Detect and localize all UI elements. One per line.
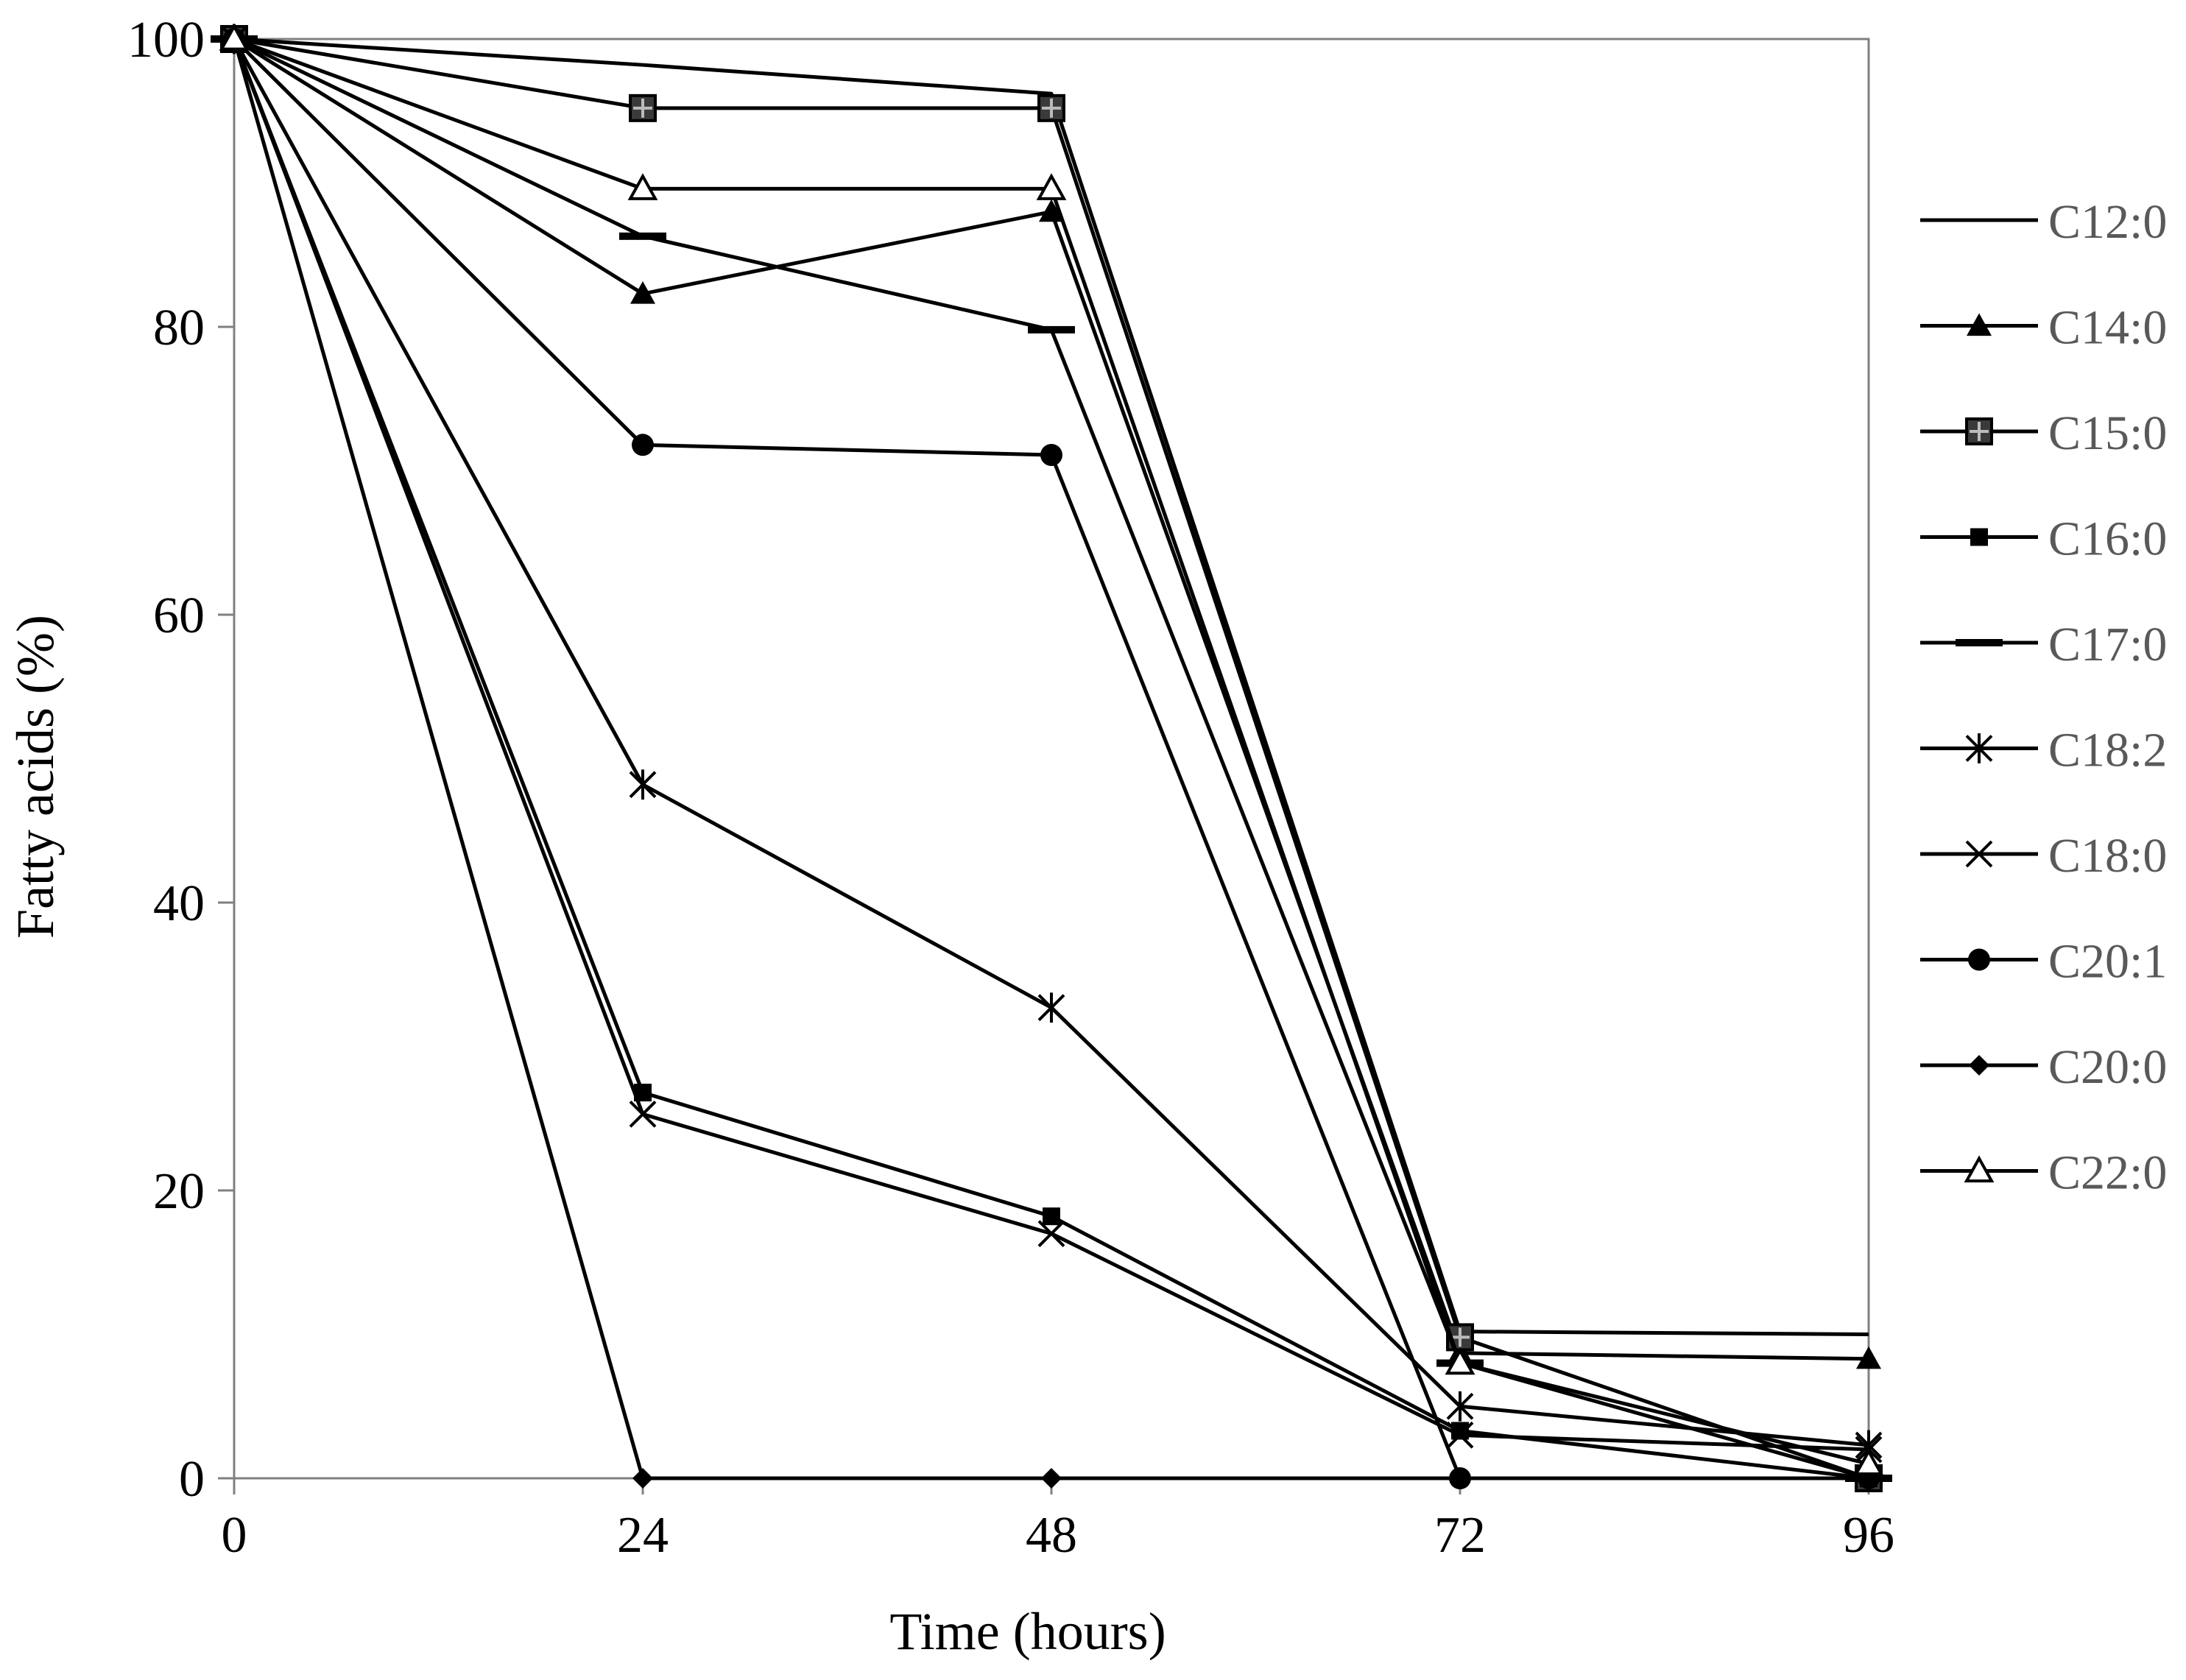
series-line [232, 38, 1869, 1452]
series-line [233, 37, 1869, 1361]
legend-label: C16:0 [2048, 512, 2167, 566]
y-tick-label: 100 [127, 12, 205, 68]
series-C18-0 [220, 25, 1883, 1464]
legend-label: C12:0 [2048, 195, 2167, 249]
legend-item: C22:0 [1920, 1146, 2167, 1200]
series-C12-0 [233, 37, 1869, 1336]
series-line [233, 38, 1869, 1480]
marker-star [1965, 733, 1993, 763]
legend-item: C15:0 [1920, 406, 2167, 460]
legend-item: C18:2 [1920, 724, 2167, 777]
y-tick-label: 0 [179, 1451, 205, 1508]
data-point [1037, 1220, 1065, 1248]
data-point [1039, 199, 1064, 222]
series-C22-0 [219, 23, 1884, 1476]
series-line [232, 38, 1869, 1480]
x-tick-label: 48 [1026, 1507, 1077, 1564]
data-point [1043, 1207, 1060, 1226]
x-tick-label: 24 [617, 1507, 669, 1564]
marker-circle-filled [1968, 948, 1990, 971]
axes: 0 20 40 60 80 100 0 24 48 72 96 [127, 12, 1894, 1564]
series-line [233, 37, 1869, 1480]
series-C14-0 [222, 27, 1881, 1369]
data-point [629, 769, 657, 800]
data-point [1853, 1448, 1884, 1476]
marker-square-cross [1965, 417, 1993, 445]
marker-triangle-filled [1967, 313, 1992, 336]
legend-label: C14:0 [2048, 301, 2167, 355]
series-C15-0 [220, 25, 1883, 1492]
data-point [1037, 992, 1065, 1023]
legend-label: C18:0 [2048, 829, 2167, 883]
y-tick-label: 20 [153, 1163, 205, 1220]
x-tick-label: 0 [222, 1507, 247, 1564]
data-point [1450, 1468, 1470, 1489]
series-C17-0 [211, 35, 1892, 1482]
data-point [629, 93, 657, 122]
data-point [632, 434, 654, 456]
marker-triangle-open [1964, 1155, 1995, 1183]
data-point [1028, 325, 1075, 333]
series-line [233, 37, 1869, 1336]
data-point [1445, 1347, 1475, 1375]
data-point [1446, 1421, 1474, 1449]
legend-label: C15:0 [2048, 406, 2167, 460]
data-point [1856, 1346, 1881, 1369]
marker-x [1965, 840, 1993, 868]
legend-item: C18:0 [1920, 829, 2167, 883]
y-axis-title: Fatty acids (%) [6, 615, 65, 939]
legend-item: C12:0 [1920, 195, 2167, 249]
plot-border [233, 38, 1870, 1480]
legend-label: C17:0 [2048, 618, 2167, 671]
legend-item: C14:0 [1920, 301, 2167, 355]
legend-label: C18:2 [2048, 724, 2167, 777]
data-point [629, 1100, 657, 1128]
y-tick-label: 40 [153, 875, 205, 932]
legend-item: C20:1 [1920, 935, 2167, 989]
data-point [1041, 1468, 1062, 1489]
legend-item: C16:0 [1920, 512, 2167, 566]
series-line [232, 38, 1869, 1480]
marker-square-small [1970, 528, 1988, 546]
data-point [619, 232, 666, 240]
data-point [1446, 1391, 1474, 1422]
data-point [632, 1468, 653, 1489]
series-line [233, 37, 1869, 1466]
x-tick-label: 96 [1843, 1507, 1894, 1564]
series-C18-2 [220, 24, 1883, 1461]
series-lines [211, 23, 1892, 1492]
data-point [219, 23, 250, 51]
data-point [1036, 173, 1067, 200]
y-tick-label: 80 [153, 300, 205, 356]
marker-diamond-filled [1969, 1055, 1989, 1076]
data-point [627, 173, 658, 200]
data-point [630, 281, 655, 304]
x-tick-label: 72 [1434, 1507, 1486, 1564]
legend: C12:0 C14:0 C15:0 C16:0 C17:0 C18:2 C18:0 C20:1… [1920, 195, 2167, 1200]
legend-label: C20:0 [2048, 1040, 2167, 1094]
series-C20-1 [223, 28, 1880, 1489]
plot-area [233, 38, 1870, 1480]
legend-item: C20:0 [1920, 1040, 2167, 1094]
data-point [1037, 93, 1065, 122]
x-axis-title: Time (hours) [889, 1602, 1166, 1661]
data-point [1040, 443, 1062, 466]
legend-label: C20:1 [2048, 935, 2167, 989]
series-C16-0 [225, 30, 1878, 1487]
legend-item: C17:0 [1920, 618, 2167, 671]
legend-label: C22:0 [2048, 1146, 2167, 1200]
y-tick-label: 60 [153, 587, 205, 644]
series-C20-0 [224, 29, 1879, 1489]
series-line [233, 37, 1869, 1480]
marker-dash [1956, 639, 2003, 646]
